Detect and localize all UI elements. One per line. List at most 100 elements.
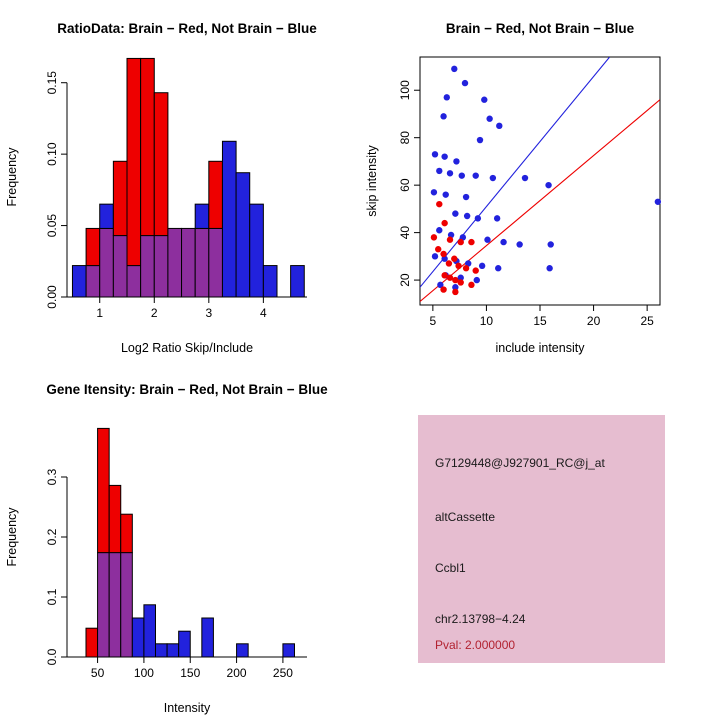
panel-intensity-scatter: Brain − Red, Not Brain − Blue 5 10 15 20 25 2…	[360, 0, 720, 360]
probe-id-text: G7129448@J927901_RC@j_at	[435, 456, 605, 470]
hist-bar-overlap	[140, 235, 155, 298]
scatter-point	[451, 255, 458, 262]
red-points	[430, 200, 479, 296]
hist-bar	[262, 265, 278, 298]
x-tick-label: 5	[430, 314, 437, 328]
hist-bar	[120, 513, 133, 554]
scatter-point	[452, 284, 459, 291]
hist-bar	[108, 484, 122, 554]
locus-text: chr2.13798−4.24	[435, 612, 526, 626]
y-axis-title: skip intensity	[365, 144, 379, 216]
axis-titles: include intensity skip intensity	[365, 144, 585, 355]
x-tick-label: 15	[533, 314, 547, 328]
ratio-histogram-chart: RatioData: Brain − Red, Not Brain − Blue…	[5, 21, 317, 355]
scatter-point	[495, 265, 502, 272]
y-tick-label: 0.3	[45, 468, 59, 485]
y-axis-title: Frequency	[5, 507, 19, 567]
scatter-point	[472, 172, 479, 179]
axis-titles: Intensity Frequency	[5, 507, 211, 715]
scatter-point	[452, 276, 459, 284]
scatter-point	[484, 236, 491, 243]
red-fit-line	[420, 99, 660, 302]
scatter-point	[437, 281, 444, 289]
panel-probe-info: G7129448@J927901_RC@j_at altCassette Ccb…	[360, 360, 720, 720]
x-tick-label: 3	[205, 306, 212, 320]
x-axis-title: Intensity	[164, 701, 211, 715]
gene-histogram-chart: Gene Itensity: Brain − Red, Not Brain − …	[5, 382, 328, 715]
intensity-scatter-chart: Brain − Red, Not Brain − Blue 5 10 15 20 25 2…	[365, 21, 662, 355]
scatter-point	[500, 238, 507, 246]
scatter-point	[473, 276, 480, 284]
y-tick-label: 100	[398, 80, 412, 100]
x-axis-title: include intensity	[496, 341, 586, 355]
scatter-point	[472, 267, 479, 274]
y-tick-label: 0.2	[45, 528, 59, 545]
hist-bar	[143, 604, 156, 658]
scatter-point	[478, 262, 486, 270]
axes	[414, 56, 661, 311]
x-tick-label: 2	[151, 306, 158, 320]
scatter-point	[496, 122, 503, 130]
hist-bar	[290, 265, 305, 298]
hist-bar	[85, 627, 99, 658]
splice-event-type-text: altCassette	[435, 510, 496, 524]
scatter-point	[547, 241, 554, 248]
hist-bar	[153, 92, 169, 237]
x-tick-label: 100	[134, 666, 154, 680]
pval-text: Pval: 2.000000	[435, 638, 516, 652]
hist-bar	[71, 265, 87, 298]
blue-fit-line	[420, 57, 611, 288]
hist-bar	[236, 643, 249, 658]
probe-info-box: G7129448@J927901_RC@j_at altCassette Ccb…	[418, 415, 665, 663]
hist-bar	[140, 57, 155, 237]
scatter-point	[455, 262, 462, 270]
x-tick-label: 4	[260, 306, 267, 320]
scatter-point	[431, 151, 439, 158]
scatter-point	[462, 265, 470, 272]
hist-bar	[208, 160, 223, 229]
hist-bar	[97, 427, 110, 554]
blue-points	[430, 65, 662, 291]
scatter-point	[446, 170, 454, 177]
scatter-point	[457, 274, 464, 281]
scatter-point	[440, 286, 447, 293]
hist-bar	[221, 140, 237, 298]
scatter-point	[446, 274, 454, 281]
scatter-point	[474, 215, 482, 222]
hist-bar	[85, 227, 101, 267]
hist-bar	[126, 57, 142, 267]
scatter-point	[430, 234, 438, 241]
y-tick-label: 0.0	[45, 648, 59, 665]
axis-titles: Log2 Ratio Skip/Include Frequency	[5, 147, 253, 355]
x-tick-label: 20	[587, 314, 601, 328]
y-tick-label: 80	[398, 131, 412, 145]
scatter-point	[440, 113, 447, 120]
scatter-point	[441, 219, 448, 227]
scatter-point	[481, 96, 488, 103]
y-tick-label: 0.05	[45, 214, 59, 238]
x-axis-title: Log2 Ratio Skip/Include	[121, 341, 253, 355]
gene-histogram-title: Gene Itensity: Brain − Red, Not Brain − …	[46, 382, 328, 397]
hist-bar-overlap	[97, 552, 110, 658]
panel-ratio-histogram: RatioData: Brain − Red, Not Brain − Blue…	[0, 0, 360, 360]
hist-bar-overlap	[167, 227, 183, 298]
hist-bar	[282, 643, 295, 658]
scatter-point	[446, 236, 454, 243]
hist-bar-overlap	[85, 265, 101, 298]
scatter-point	[443, 94, 450, 101]
y-tick-label: 0.10	[45, 142, 59, 166]
scatter-point	[453, 158, 460, 165]
scatter-point	[435, 246, 442, 253]
tick-labels: 1 2 3 4 0.00 0.05 0.10 0.15	[45, 71, 267, 320]
scatter-point	[451, 65, 458, 73]
scatter-point	[493, 215, 501, 222]
gene-symbol-text: Ccbl1	[435, 561, 466, 575]
y-tick-label: 60	[398, 178, 412, 192]
hist-bar	[235, 172, 251, 298]
scatter-point	[463, 212, 471, 220]
x-tick-label: 1	[96, 306, 103, 320]
scatter-point	[476, 136, 484, 144]
scatter-point	[441, 153, 448, 160]
x-tick-label: 50	[91, 666, 105, 680]
scatter-point	[452, 210, 459, 217]
